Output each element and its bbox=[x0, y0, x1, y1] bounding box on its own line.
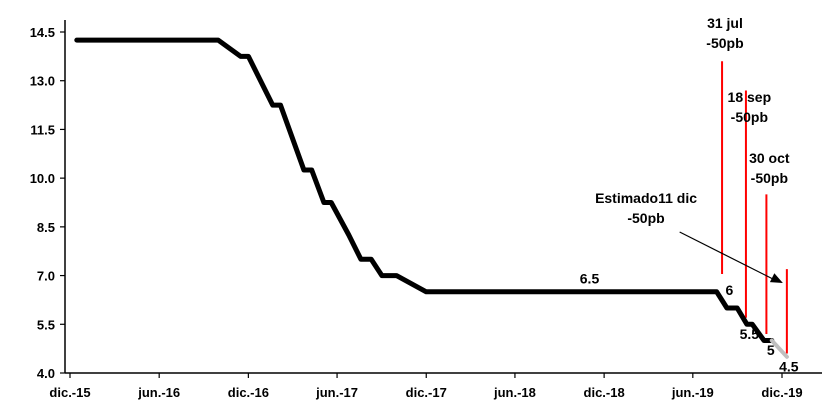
policy-rate-line bbox=[74, 37, 775, 343]
y-tick-label: 8.5 bbox=[37, 220, 55, 235]
x-tick-label: dic.-17 bbox=[406, 385, 447, 400]
annotations: 31 jul -50pb 18 sep -50pb 30 oct -50pb Estimad… bbox=[595, 15, 790, 226]
y-tick-label: 10.0 bbox=[30, 171, 55, 186]
x-tick-label: dic.-19 bbox=[761, 385, 802, 400]
x-tick-label: jun.-18 bbox=[493, 385, 536, 400]
value-label: 6 bbox=[725, 282, 733, 298]
decision-annotation: 18 sep bbox=[728, 89, 772, 105]
y-tick-label: 11.5 bbox=[30, 122, 55, 137]
y-tick-label: 14.5 bbox=[30, 25, 55, 40]
decision-annotation: Estimado11 dic bbox=[595, 190, 697, 206]
decision-lines bbox=[721, 61, 788, 354]
estimate-arrow bbox=[679, 231, 776, 281]
y-tick-label: 7.0 bbox=[37, 269, 55, 284]
decision-annotation: -50pb bbox=[731, 109, 768, 125]
value-label: 5.5 bbox=[740, 326, 760, 342]
value-label: 6.5 bbox=[580, 271, 600, 287]
x-tick-label: dic.-15 bbox=[49, 385, 90, 400]
value-label: 4.5 bbox=[779, 358, 799, 374]
x-axis: dic.-15 jun.-16 dic.-16 jun.-17 dic.-17 jun.-… bbox=[49, 372, 822, 400]
x-tick-label: dic.-16 bbox=[228, 385, 269, 400]
x-tick-label: dic.-18 bbox=[584, 385, 625, 400]
decision-annotation: 30 oct bbox=[749, 150, 790, 166]
y-tick-label: 4.0 bbox=[37, 366, 55, 381]
estimate-line bbox=[769, 338, 789, 359]
y-axis: 14.5 13.0 11.5 10.0 8.5 7.0 5.5 4.0 bbox=[30, 20, 66, 381]
x-tick-label: jun.-16 bbox=[137, 385, 180, 400]
decision-annotation: -50pb bbox=[627, 210, 664, 226]
y-tick-label: 5.5 bbox=[37, 317, 55, 332]
estimate-arrowhead bbox=[769, 273, 783, 283]
decision-annotation: -50pb bbox=[706, 35, 743, 51]
decision-annotation: -50pb bbox=[751, 170, 788, 186]
x-tick-label: jun.-19 bbox=[671, 385, 714, 400]
series-layer bbox=[74, 37, 789, 359]
value-label: 5 bbox=[767, 342, 775, 358]
value-labels: 6.5 6 5.5 54.5 bbox=[580, 271, 799, 375]
x-tick-label: jun.-17 bbox=[315, 385, 358, 400]
decision-annotation: 31 jul bbox=[707, 15, 743, 31]
y-tick-label: 13.0 bbox=[30, 74, 55, 89]
